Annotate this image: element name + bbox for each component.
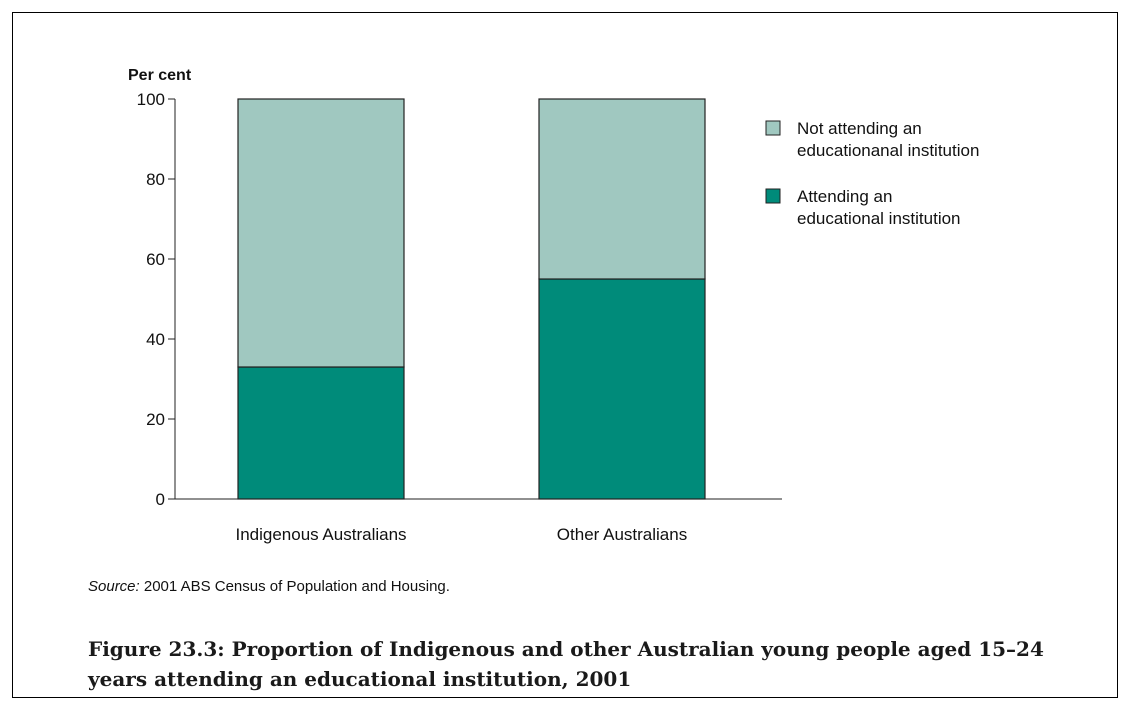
legend: Not attending an educationanal institutio…: [765, 119, 979, 228]
y-tick-label: 60: [146, 250, 165, 269]
bar-segment: [538, 98, 706, 280]
legend-swatch: [765, 188, 781, 204]
y-tick-label: 80: [146, 170, 165, 189]
figure-caption: Figure 23.3: Proportion of Indigenous an…: [88, 637, 1044, 691]
bars: [237, 98, 706, 500]
legend-swatch: [765, 120, 781, 136]
source-label: Source:: [88, 578, 140, 595]
bar-segment: [237, 98, 405, 368]
x-tick-label: Indigenous Australians: [235, 525, 406, 544]
x-axis-labels: Indigenous Australians Other Australians: [235, 525, 687, 544]
bar-segment: [237, 366, 405, 500]
y-tick-label: 0: [156, 490, 165, 509]
x-tick-label: Other Australians: [557, 525, 687, 544]
source-note: Source: 2001 ABS Census of Population an…: [88, 578, 450, 595]
legend-label: educationanal institution: [797, 141, 979, 160]
legend-label: Not attending an: [797, 119, 922, 138]
y-axis-label: Per cent: [128, 67, 192, 84]
y-tick-label: 100: [137, 90, 165, 109]
y-tick-label: 20: [146, 410, 165, 429]
bar-segment: [538, 278, 706, 500]
y-tick-label: 40: [146, 330, 165, 349]
legend-label: Attending an: [797, 187, 892, 206]
source-text: 2001 ABS Census of Population and Housin…: [139, 578, 450, 595]
legend-label: educational institution: [797, 209, 961, 228]
